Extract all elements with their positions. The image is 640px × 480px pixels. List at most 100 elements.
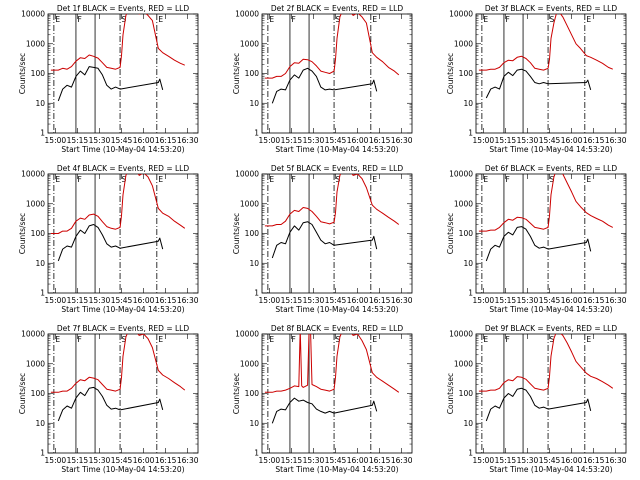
x-tick-label: 16:30 xyxy=(177,456,199,465)
series-line-events xyxy=(57,224,164,262)
x-tick-label: 16:00 xyxy=(561,296,583,305)
x-axis-label: Start Time (10-May-04 14:53:20) xyxy=(489,145,612,154)
event-marker-label: S xyxy=(550,335,555,344)
x-tick-label: 16:00 xyxy=(561,456,583,465)
y-tick-label: 1 xyxy=(468,289,473,298)
y-tick-label: 100 xyxy=(245,69,260,78)
chart-title: Det 2f BLACK = Events, RED = LLD xyxy=(271,4,404,13)
chart-panel-4: Det 4f BLACK = Events, RED = LLD 1 10 100 10… xyxy=(18,164,199,314)
series-line-events xyxy=(485,68,592,99)
y-tick-label: 1 xyxy=(40,449,45,458)
chart-panel-7: Det 7f BLACK = Events, RED = LLD 1 10 100 10… xyxy=(18,324,199,474)
x-tick-label: 16:30 xyxy=(391,296,413,305)
series-line-lld xyxy=(264,14,400,79)
event-marker-label: E xyxy=(158,335,163,344)
y-axis-label: Counts/sec xyxy=(232,373,241,414)
y-tick-label: 10 xyxy=(463,259,473,268)
x-tick-label: 15:30 xyxy=(517,296,539,305)
series-line-lld xyxy=(478,334,614,392)
y-tick-label: 10000 xyxy=(21,10,45,19)
series-line-lld xyxy=(50,334,186,393)
x-tick-label: 16:30 xyxy=(177,296,199,305)
event-marker-label: E xyxy=(55,175,60,184)
x-tick-label: 15:15 xyxy=(281,136,303,145)
x-axis-label: Start Time (10-May-04 14:53:20) xyxy=(61,145,184,154)
y-tick-label: 10 xyxy=(249,259,259,268)
y-tick-label: 10 xyxy=(35,419,45,428)
x-tick-label: 15:45 xyxy=(325,296,347,305)
x-axis-label: Start Time (10-May-04 14:53:20) xyxy=(61,465,184,474)
x-tick-label: 15:15 xyxy=(67,136,89,145)
x-tick-label: 15:45 xyxy=(111,456,133,465)
y-tick-label: 100 xyxy=(459,69,474,78)
chart-panel-6: Det 6f BLACK = Events, RED = LLD 1 10 100 10… xyxy=(446,164,627,314)
y-tick-label: 100 xyxy=(31,229,46,238)
x-tick-label: 15:45 xyxy=(539,296,561,305)
x-tick-label: 15:00 xyxy=(45,296,67,305)
y-tick-label: 10 xyxy=(35,259,45,268)
plot-frame xyxy=(475,13,627,134)
y-tick-label: 10000 xyxy=(449,170,473,179)
y-tick-label: 10000 xyxy=(21,330,45,339)
chart-panel-3: Det 3f BLACK = Events, RED = LLD 1 10 100 10… xyxy=(446,4,627,154)
x-tick-label: 16:15 xyxy=(155,136,177,145)
event-marker-label: F xyxy=(505,175,509,184)
x-tick-label: 16:30 xyxy=(605,296,627,305)
x-axis-label: Start Time (10-May-04 14:53:20) xyxy=(275,465,398,474)
series-line-events xyxy=(57,386,164,422)
x-tick-label: 16:15 xyxy=(583,136,605,145)
chart-panel-1: Det 1f BLACK = Events, RED = LLD 1 10 100 10… xyxy=(18,4,199,154)
x-tick-label: 15:15 xyxy=(495,296,517,305)
y-axis-label: Counts/sec xyxy=(232,53,241,94)
x-tick-label: 15:00 xyxy=(259,456,281,465)
chart-title: Det 7f BLACK = Events, RED = LLD xyxy=(57,324,190,333)
event-marker-label: E xyxy=(483,175,488,184)
series-line-events xyxy=(485,387,592,422)
x-tick-label: 16:00 xyxy=(133,296,155,305)
chart-title: Det 6f BLACK = Events, RED = LLD xyxy=(485,164,618,173)
y-tick-label: 100 xyxy=(459,389,474,398)
y-tick-label: 1000 xyxy=(26,39,45,48)
y-tick-label: 1000 xyxy=(454,199,473,208)
x-tick-label: 15:45 xyxy=(111,296,133,305)
event-marker-label: S xyxy=(550,175,555,184)
event-marker-label: S xyxy=(122,15,127,24)
event-marker-label: E xyxy=(586,15,591,24)
y-tick-label: 100 xyxy=(31,389,46,398)
chart-title: Det 1f BLACK = Events, RED = LLD xyxy=(57,4,190,13)
event-marker-label: E xyxy=(269,175,274,184)
y-tick-label: 1 xyxy=(40,129,45,138)
event-marker-label: F xyxy=(505,335,509,344)
x-tick-label: 16:00 xyxy=(133,456,155,465)
x-tick-label: 15:45 xyxy=(111,136,133,145)
event-marker-label: E xyxy=(586,175,591,184)
chart-title: Det 8f BLACK = Events, RED = LLD xyxy=(271,324,404,333)
event-marker-label: E xyxy=(372,15,377,24)
x-tick-label: 15:30 xyxy=(89,296,111,305)
y-tick-label: 10 xyxy=(249,419,259,428)
y-tick-label: 1000 xyxy=(240,199,259,208)
y-tick-label: 1000 xyxy=(26,199,45,208)
event-marker-label: F xyxy=(291,175,295,184)
series-line-events xyxy=(485,226,592,262)
event-marker-label: E xyxy=(372,335,377,344)
event-marker-label: F xyxy=(77,15,81,24)
event-marker-label: F xyxy=(291,15,295,24)
plot-frame xyxy=(261,333,413,454)
y-tick-label: 100 xyxy=(245,389,260,398)
y-tick-label: 1 xyxy=(254,129,259,138)
y-tick-label: 1000 xyxy=(240,39,259,48)
x-tick-label: 15:15 xyxy=(495,456,517,465)
x-tick-label: 15:00 xyxy=(473,456,495,465)
event-marker-label: E xyxy=(269,335,274,344)
x-tick-label: 16:15 xyxy=(369,296,391,305)
x-tick-label: 16:30 xyxy=(605,136,627,145)
x-tick-label: 16:00 xyxy=(347,136,369,145)
y-tick-label: 1 xyxy=(254,289,259,298)
x-tick-label: 16:30 xyxy=(391,456,413,465)
event-marker-label: S xyxy=(122,175,127,184)
x-tick-label: 15:30 xyxy=(303,296,325,305)
y-tick-label: 10000 xyxy=(235,10,259,19)
y-axis-label: Counts/sec xyxy=(446,373,455,414)
chart-panel-9: Det 9f BLACK = Events, RED = LLD 1 10 100 10… xyxy=(446,324,627,474)
